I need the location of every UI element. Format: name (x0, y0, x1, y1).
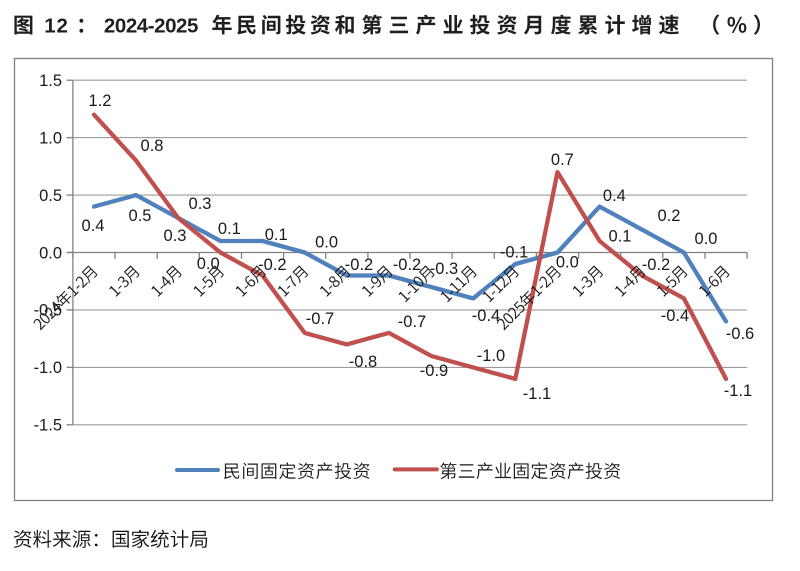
svg-text:0.4: 0.4 (603, 187, 626, 205)
svg-text:0.1: 0.1 (218, 220, 241, 238)
svg-text:-0.4: -0.4 (661, 307, 689, 325)
svg-text:0.8: 0.8 (141, 137, 164, 155)
svg-text:-1.0: -1.0 (477, 347, 505, 365)
svg-text:1.0: 1.0 (39, 129, 62, 147)
svg-text:0.0: 0.0 (39, 244, 62, 262)
svg-text:-0.6: -0.6 (726, 325, 754, 343)
svg-text:2024-2025: 2024-2025 (104, 15, 198, 38)
svg-text:0.0: 0.0 (695, 230, 718, 248)
svg-text:0.3: 0.3 (164, 227, 187, 245)
svg-text:-0.2: -0.2 (642, 256, 670, 274)
svg-text:-0.2: -0.2 (258, 256, 286, 274)
svg-text:-0.7: -0.7 (306, 310, 334, 328)
svg-text:-0.2: -0.2 (345, 256, 373, 274)
svg-text:0.7: 0.7 (551, 151, 574, 169)
svg-text:0.5: 0.5 (39, 187, 62, 205)
svg-text:0.0: 0.0 (315, 233, 338, 251)
svg-text:0.1: 0.1 (265, 226, 288, 244)
svg-text:-1.1: -1.1 (724, 382, 752, 400)
svg-text:0.0: 0.0 (197, 255, 220, 273)
svg-text:0.2: 0.2 (658, 207, 681, 225)
svg-text:-1.0: -1.0 (34, 359, 62, 377)
svg-text:0.0: 0.0 (556, 254, 579, 272)
svg-text:0.4: 0.4 (82, 217, 105, 235)
svg-text:0.5: 0.5 (129, 207, 152, 225)
svg-text:-0.4: -0.4 (472, 307, 500, 325)
svg-text:-1.1: -1.1 (523, 385, 551, 403)
svg-text:-0.3: -0.3 (430, 260, 458, 278)
svg-text:-1.5: -1.5 (34, 417, 62, 435)
svg-text:-0.9: -0.9 (420, 362, 448, 380)
svg-text:-0.1: -0.1 (500, 244, 528, 262)
svg-text:-0.2: -0.2 (393, 256, 421, 274)
svg-text:1.5: 1.5 (39, 72, 62, 90)
svg-text:12: 12 (44, 15, 69, 38)
svg-text:1.2: 1.2 (89, 92, 112, 110)
svg-text:-0.8: -0.8 (349, 353, 377, 371)
svg-text:0.3: 0.3 (189, 195, 212, 213)
svg-text:0.1: 0.1 (609, 228, 632, 246)
svg-text:-0.7: -0.7 (398, 313, 426, 331)
